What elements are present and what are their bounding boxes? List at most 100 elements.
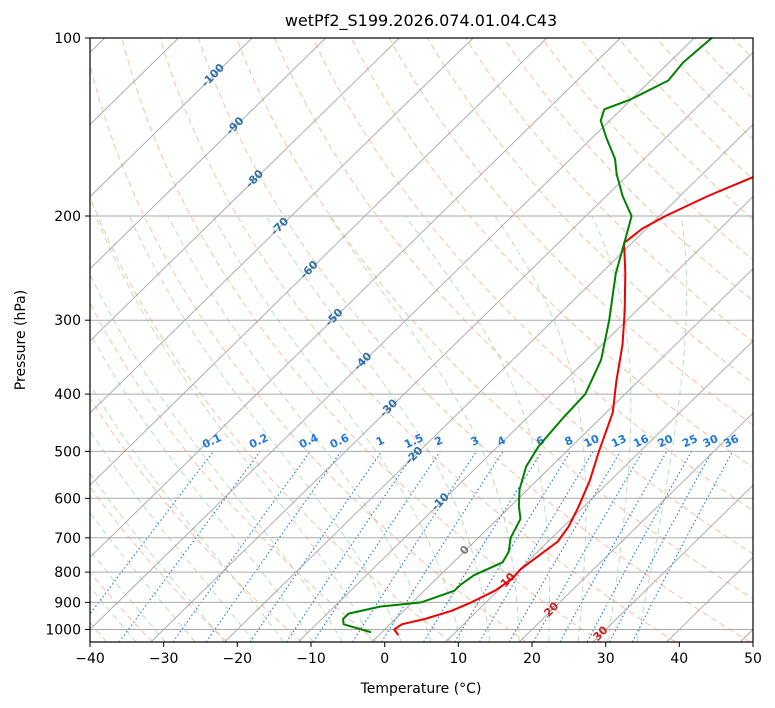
mixing-ratio-line [285,451,416,642]
x-tick-label: 40 [670,651,688,667]
isotherm [150,51,753,642]
dry-adiabat [90,397,303,642]
y-tick-label: 800 [54,565,81,581]
mixing-ratio-label: 30 [701,432,721,450]
isotherm [90,38,253,198]
mixing-ratio-line [352,451,477,642]
temperature-line [393,176,753,636]
isotherm [90,38,548,486]
mixing-ratio-line [172,451,311,642]
dry-adiabat [90,63,527,642]
moist-adiabats [90,215,688,642]
moist-adiabat [494,215,587,642]
y-axis-ticks: 1000 900 800 700 600 500 400 300 200 100 [45,31,90,639]
isotherm [445,340,753,642]
mixing-ratio-line [609,451,713,642]
x-tick-label: 10 [449,651,467,667]
moist-adiabat [90,429,255,642]
x-tick-label: 30 [597,651,615,667]
x-tick-label: 0 [380,651,389,667]
x-tick-label: −30 [149,651,179,667]
dry-adiabat [312,38,753,512]
mixing-ratio-line [423,451,543,642]
y-tick-label: 200 [54,209,81,225]
mixing-ratio-line [380,451,504,642]
isotherm [90,38,621,559]
y-tick-label: 700 [54,531,81,547]
plot-frame [89,37,754,643]
chart-title: wetPf2_S199.2026.074.01.04.C43 [285,11,557,31]
y-tick-label: 300 [54,313,81,329]
dry-adiabat [274,38,753,555]
mixing-ratio-label: 10 [582,432,602,450]
mixing-ratio-line [205,451,342,642]
dry-adiabats [90,38,753,642]
mixing-ratio-label: 13 [609,432,628,450]
x-tick-label: 20 [523,651,541,667]
x-tick-label: −10 [296,651,326,667]
mixing-ratio-line [249,451,383,642]
isotherm [297,196,753,642]
isotherm [90,38,327,270]
y-tick-label: 500 [54,444,81,460]
x-tick-label: −20 [223,651,253,667]
mixing-ratio-label: 36 [722,432,742,450]
isotherm [224,123,753,642]
dry-adiabat [90,196,452,642]
dry-adiabat [350,38,753,469]
mixing-ratio-lines [90,451,734,642]
isotherm [592,484,753,642]
dry-adiabat [388,38,753,426]
mixing-ratio-line [559,451,668,642]
moist-adiabat [95,215,373,642]
y-tick-label: 100 [54,31,81,47]
mixing-ratio-line [586,451,692,642]
isotherm-label: 40 [649,638,669,658]
mixing-ratio-line [454,451,571,642]
y-tick-label: 400 [54,387,81,403]
isotherm [90,38,400,342]
moist-adiabat [636,215,688,642]
moist-adiabat [90,273,343,642]
dry-adiabat [159,38,676,642]
moist-adiabat [167,215,432,642]
moist-adiabat [328,215,520,642]
mixing-ratio-line [90,451,214,615]
moist-adiabat [591,215,632,642]
moist-adiabat [90,472,225,642]
moist-adiabat [90,332,314,642]
dry-adiabat [426,38,753,384]
isotherm [90,38,474,414]
y-tick-label: 900 [54,595,81,611]
mixing-ratio-line [118,451,261,642]
dewpoint-line [342,38,713,633]
x-axis-ticks: −40 −30 −20 −10 0 10 20 30 40 50 [75,642,762,667]
mixing-ratio-label: 25 [680,432,699,450]
mixing-ratio-label: 20 [656,432,676,450]
isotherms [90,38,753,642]
dry-adiabat [121,38,601,642]
dry-adiabat [236,38,753,600]
moist-adiabat [90,383,284,642]
isotherm [90,38,695,631]
mixing-ratio-line [533,451,644,642]
mixing-ratio-label: 16 [631,432,651,450]
x-tick-label: 50 [744,651,762,667]
x-tick-label: −40 [75,651,105,667]
sounding-series [342,38,753,636]
moist-adiabat [404,215,550,642]
y-axis-title: Pressure (hPa) [13,290,29,390]
dry-adiabat [90,302,377,642]
y-tick-label: 1000 [45,623,81,639]
moist-adiabat [265,215,491,642]
mixing-ratio-line [312,451,441,642]
moist-adiabat [128,215,402,642]
isotherm [371,268,753,642]
isotherm [518,412,753,642]
y-tick-label: 600 [54,491,81,507]
isotherm-label: 30 [591,623,611,643]
moist-adiabat [212,215,461,642]
x-axis-title: Temperature (°C) [360,681,482,697]
